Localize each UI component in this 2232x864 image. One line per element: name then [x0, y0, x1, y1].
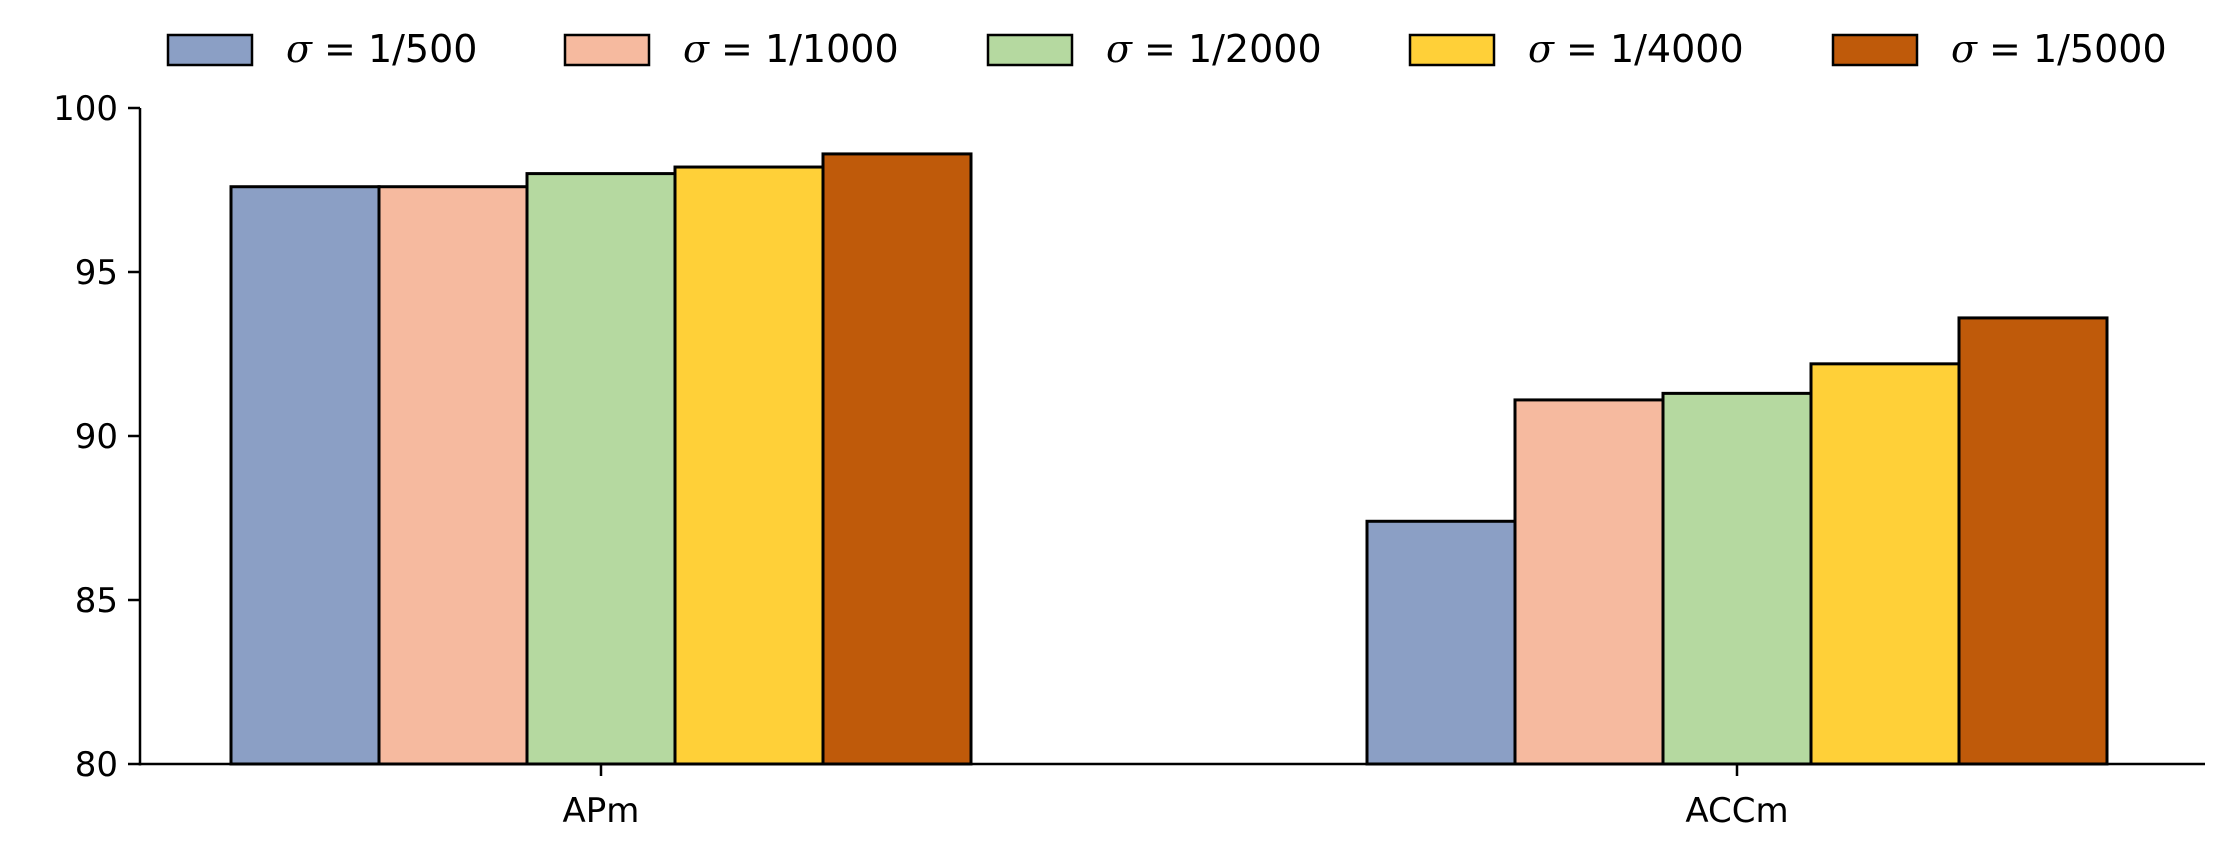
y-tick-label: 85 — [75, 581, 118, 621]
legend-item-3: σ = 1/2000 — [986, 27, 1322, 71]
legend-label: σ = 1/4000 — [1528, 27, 1744, 71]
bar-accm-series-4 — [1809, 362, 1961, 766]
legend: σ = 1/500 σ = 1/1000 σ = 1/2000 σ = 1/4000 σ… — [166, 27, 2167, 71]
bar-accm-series-1 — [1365, 519, 1517, 766]
bars-group — [229, 152, 2109, 766]
bar-apm-series-1 — [229, 185, 381, 766]
legend-item-5: σ = 1/5000 — [1831, 27, 2167, 71]
legend-item-2: σ = 1/1000 — [563, 27, 899, 71]
legend-swatch — [166, 33, 254, 67]
legend-label: σ = 1/2000 — [1106, 27, 1322, 71]
legend-label: σ = 1/500 — [286, 27, 477, 71]
y-tick-label: 90 — [75, 417, 118, 457]
bar-accm-series-2 — [1513, 398, 1665, 766]
y-tick-label: 95 — [75, 253, 118, 293]
legend-swatch — [1831, 33, 1919, 67]
y-tick-label: 80 — [75, 745, 118, 785]
bar-apm-series-2 — [377, 185, 529, 766]
legend-swatch — [563, 33, 651, 67]
x-tick-label-apm: APm — [563, 791, 640, 831]
legend-swatch — [986, 33, 1074, 67]
x-tick-label-accm: ACCm — [1685, 791, 1788, 831]
legend-label: σ = 1/1000 — [683, 27, 899, 71]
bar-accm-series-5 — [1957, 316, 2109, 766]
bar-apm-series-4 — [673, 165, 825, 766]
legend-item-4: σ = 1/4000 — [1408, 27, 1744, 71]
legend-item-1: σ = 1/500 — [166, 27, 477, 71]
bar-accm-series-3 — [1661, 391, 1813, 766]
y-tick-label: 100 — [53, 89, 118, 129]
axes-group: 80 85 90 95 100 APm ACCm — [53, 89, 2205, 831]
legend-swatch — [1408, 33, 1496, 67]
bar-apm-series-5 — [821, 152, 973, 766]
bar-apm-series-3 — [525, 172, 677, 766]
legend-label: σ = 1/5000 — [1951, 27, 2167, 71]
